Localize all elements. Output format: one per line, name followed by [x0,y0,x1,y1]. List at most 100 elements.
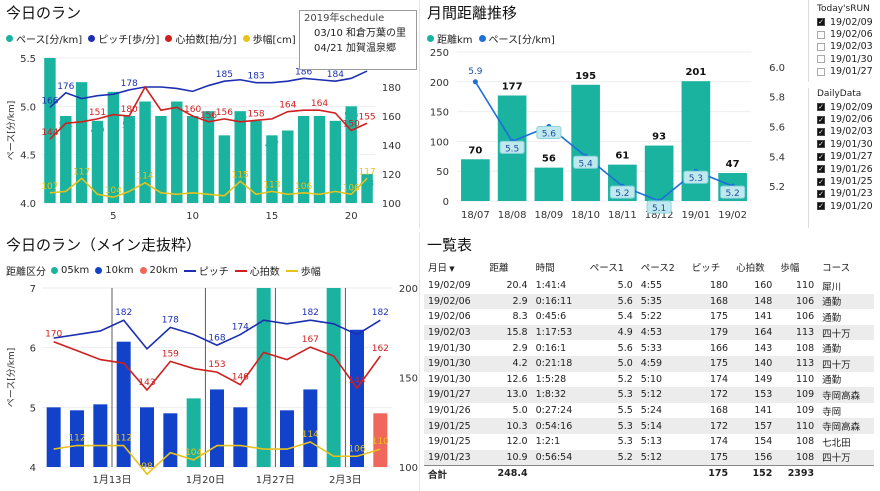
pace-bar [350,329,364,467]
schedule-heading: 2019年schedule [304,13,385,24]
series-data-label: 106 [343,183,360,193]
table-row[interactable]: 19/01/30 12.6 1:5:28 5.2 5:10 174 149 110 通勤 [424,372,874,388]
table-row[interactable]: 19/01/30 2.9 0:16:1 5.6 5:33 166 143 108 通勤 [424,340,874,356]
checkbox-empty-icon[interactable] [817,55,825,64]
column-header[interactable]: ピッチ [688,256,732,278]
checkbox-empty-icon[interactable] [817,30,825,39]
slicer-item-label: 19/01/25 [830,176,873,188]
table-row[interactable]: 19/02/06 8.3 0:45:6 5.4 5:22 175 141 106 通勤 [424,309,874,325]
legend-prefix: 距離区分 [6,267,46,278]
checkbox-checked-icon[interactable]: ✓ [817,189,825,198]
table-cell: 1:2:1 [535,436,561,448]
table-row[interactable]: 19/01/26 5.0 0:27:24 5.5 5:24 168 141 109 寺岡 [424,403,874,419]
legend-item[interactable]: ピッチ [183,263,229,278]
table-cell: 1:17:53 [531,324,586,341]
legend-item[interactable]: 心拍数 [234,263,280,278]
legend-item[interactable]: 05km [51,265,89,276]
column-header[interactable]: 心拍数 [732,256,776,278]
table-cell: 109 [796,405,815,417]
column-header[interactable]: コース [818,256,874,278]
column-header[interactable]: 月日 ▼ [424,256,485,278]
data-table[interactable]: 月日 ▼ 距離 時間 ペース1 ペース2 ピッチ 心拍数 歩幅 コース 19/02/09 20.4… [424,256,874,482]
column-header[interactable]: 時間 [532,256,586,278]
x-tick-label: 1月13日 [92,474,131,486]
table-cell: 106 [796,311,815,323]
checkbox-checked-icon[interactable]: ✓ [817,202,825,211]
legend-swatch [427,35,434,42]
slicer-item[interactable]: ✓ 19/01/20 [809,200,880,212]
table-row[interactable]: 19/02/09 20.4 1:41:4 5.0 4:55 180 160 110 犀川 [424,278,874,294]
slicer-item[interactable]: 19/02/03 [809,41,880,53]
table-row[interactable]: 19/01/25 10.3 0:54:16 5.3 5:14 172 157 110 寺岡高森 [424,418,874,434]
table-row[interactable]: 19/01/23 10.9 0:56:54 5.2 5:12 175 156 108 四十万 [424,449,874,466]
slicer-item[interactable]: 19/01/27 [809,66,880,78]
checkbox-checked-icon[interactable]: ✓ [817,103,825,112]
slicer-item[interactable]: ✓ 19/01/27 [809,151,880,163]
column-header[interactable]: ペース2 [637,256,688,278]
table-row[interactable]: 19/01/25 12.0 1:2:1 5.3 5:13 174 154 108 七北田 [424,434,874,450]
slicer-item[interactable]: ✓ 19/01/26 [809,163,880,175]
table-cell: 140 [732,355,777,372]
x-tick-label: 18/10 [571,210,600,221]
legend-item[interactable]: 距離km [427,31,473,46]
legend-label: 20km [149,265,178,276]
column-header[interactable]: ペース1 [586,256,637,278]
checkbox-checked-icon[interactable]: ✓ [817,177,825,186]
slicer-item[interactable]: ✓ 19/02/06 [809,113,880,125]
legend-item[interactable]: 歩幅[cm] [242,31,296,46]
checkbox-checked-icon[interactable]: ✓ [817,165,825,174]
table-row[interactable]: 19/02/03 15.8 1:17:53 4.9 4:53 179 164 113 四十万 [424,324,874,341]
table-total-row[interactable]: 合計 248.4 175 152 2393 [424,465,874,482]
slicer-item[interactable]: ✓ 19/02/03 [809,126,880,138]
pace-label-box [720,185,746,199]
table-cell: 164 [732,324,777,341]
table-cell: 5.3 [585,387,637,403]
slicer-item[interactable]: 19/02/06 [809,28,880,40]
slicer-item[interactable]: 19/01/30 [809,53,880,65]
table-cell: 19/02/03 [424,324,486,341]
monthly-chart[interactable]: 0 50 100 150 200 250 5.2 5.4 5.6 5.8 6.0 18/07 18/08… [421,0,806,229]
slicer-item[interactable]: ✓ 19/01/23 [809,188,880,200]
slicer-item[interactable]: ✓ 19/02/09 [809,101,880,113]
slicer-item-label: 19/01/26 [830,163,873,175]
series-data-label: 178 [121,79,138,89]
series-data-label: 160 [184,105,201,115]
legend-item[interactable]: ペース[分/km] [6,31,82,46]
table-cell: 113 [776,355,819,372]
y2-tick-label: 160 [382,112,401,123]
legend-item[interactable]: ピッチ[歩/分] [88,31,159,46]
legend-item[interactable]: 20km [139,265,178,276]
checkbox-empty-icon[interactable] [817,67,825,76]
series-data-label: 153 [208,360,225,370]
legend-item[interactable]: ペース[分/km] [478,31,555,46]
series-data-label: 144 [41,128,58,138]
table-cell: 5:12 [636,387,688,403]
checkbox-checked-icon[interactable]: ✓ [817,115,825,124]
legend-item[interactable]: 10km [95,265,134,276]
x-tick-label: 15 [266,211,279,222]
checkbox-checked-icon[interactable]: ✓ [817,127,825,136]
checkbox-empty-icon[interactable] [817,42,825,51]
column-header[interactable]: 歩幅 [776,256,818,278]
checkbox-checked-icon[interactable]: ✓ [817,140,825,149]
slicer-item[interactable]: ✓ 19/01/30 [809,138,880,150]
run-today-chart[interactable]: 4.0 4.5 5.0 5.5 100 120 140 160 180 5 10 15 20 ペース[分/… [0,0,419,229]
sort-descending-icon[interactable]: ▼ [447,265,455,273]
legend-item[interactable]: 歩幅 [285,263,321,278]
slicer-item[interactable]: ✓ 19/02/09 [809,16,880,28]
todays-run-slicer: Today'sRUN ✓ 19/02/09 19/02/06 19/02/03 19/0… [808,0,880,82]
y2-tick-label: 150 [399,374,418,385]
table-row[interactable]: 19/02/06 2.9 0:16:11 5.6 5:35 168 148 106 通勤 [424,293,874,310]
checkbox-checked-icon[interactable]: ✓ [817,18,825,27]
main-run-chart[interactable]: 4 5 6 7 100 150 200 ペース[分/km] 1月13日 1月20日 1月27日 2月3… [0,232,419,491]
table-row[interactable]: 19/01/30 4.2 0:21:18 5.0 4:59 175 140 113 四十万 [424,355,874,372]
table-row[interactable]: 19/01/27 13.0 1:8:32 5.3 5:12 172 153 109 寺岡高森 [424,387,874,403]
x-tick-label: 20 [345,211,358,222]
slicer-item[interactable]: ✓ 19/01/25 [809,175,880,187]
series-data-label: 170 [45,330,62,340]
column-header[interactable]: 距離 [485,256,531,278]
table-cell: 4.9 [585,324,637,341]
legend-item[interactable]: 心拍数[拍/分] [165,31,237,46]
checkbox-checked-icon[interactable]: ✓ [817,152,825,161]
series-data-label: 184 [327,70,344,80]
